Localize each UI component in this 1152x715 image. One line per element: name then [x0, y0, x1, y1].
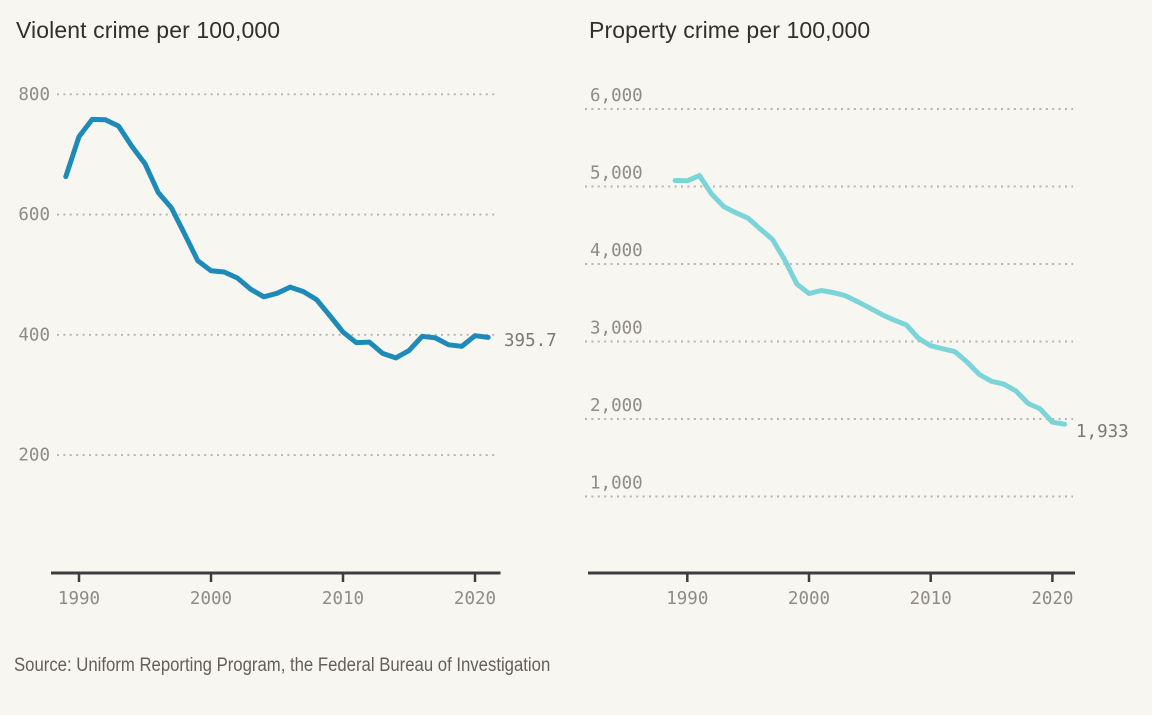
y-axis-tick-label: 200 [18, 446, 50, 466]
x-axis-tick-label: 2000 [190, 589, 232, 609]
property-crime-chart-title: Property crime per 100,000 [589, 17, 871, 43]
y-axis-tick-label: 6,000 [590, 86, 643, 106]
property-crime-chart: 1,000 2,000 3,000 4,000 5,000 6,000 1990 2000 20… [585, 86, 1075, 609]
violent-crime-chart-title: Violent crime per 100,000 [16, 17, 281, 43]
x-axis-tick-label: 1990 [58, 589, 100, 609]
x-axis-tick-label: 2020 [454, 589, 496, 609]
x-axis-tick-label: 2020 [1031, 589, 1073, 609]
y-axis-tick-label: 400 [18, 325, 50, 345]
x-axis-tick-label: 2010 [322, 589, 364, 609]
x-axis-tick-label: 1990 [666, 589, 708, 609]
y-axis-tick-label: 800 [18, 85, 50, 105]
violent-crime-end-value-label: 395.7 [504, 331, 557, 351]
y-axis-tick-label: 2,000 [590, 396, 643, 416]
property-crime-end-value-label: 1,933 [1076, 422, 1129, 442]
source-note: Source: Uniform Reporting Program, the F… [14, 655, 551, 676]
violent-crime-chart: 200 400 600 800 1990 2000 2010 2020 [18, 85, 501, 609]
y-axis-tick-label: 5,000 [590, 164, 643, 184]
x-axis-tick-label: 2010 [910, 589, 952, 609]
violent-crime-chart-line [63, 116, 491, 361]
y-axis-tick-label: 4,000 [590, 241, 643, 261]
y-axis-tick-label: 1,000 [590, 474, 643, 494]
y-axis-tick-label: 600 [18, 205, 50, 225]
x-axis-tick-label: 2000 [788, 589, 830, 609]
property-crime-chart-line [672, 173, 1068, 427]
y-axis-tick-label: 3,000 [590, 319, 643, 339]
